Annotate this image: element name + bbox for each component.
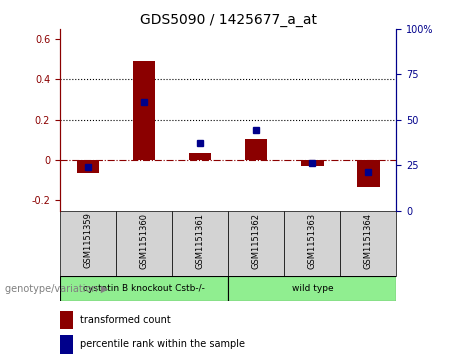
Bar — [284, 211, 340, 276]
Text: GSM1151361: GSM1151361 — [195, 212, 205, 269]
Bar — [60, 310, 73, 329]
Bar — [116, 211, 172, 276]
Title: GDS5090 / 1425677_a_at: GDS5090 / 1425677_a_at — [140, 13, 317, 26]
Bar — [172, 211, 228, 276]
Bar — [77, 160, 99, 173]
Text: percentile rank within the sample: percentile rank within the sample — [80, 339, 245, 350]
Text: transformed count: transformed count — [80, 315, 171, 325]
Bar — [133, 61, 155, 160]
Bar — [245, 139, 267, 160]
Bar — [228, 276, 396, 301]
Bar — [60, 276, 228, 301]
Bar — [340, 211, 396, 276]
Text: GSM1151362: GSM1151362 — [252, 212, 261, 269]
Bar — [189, 153, 211, 160]
Text: GSM1151360: GSM1151360 — [140, 212, 148, 269]
Text: genotype/variation ▶: genotype/variation ▶ — [5, 284, 108, 294]
Text: cystatin B knockout Cstb-/-: cystatin B knockout Cstb-/- — [83, 284, 205, 293]
Text: GSM1151364: GSM1151364 — [364, 212, 373, 269]
Text: GSM1151363: GSM1151363 — [308, 212, 317, 269]
Bar — [60, 211, 116, 276]
Bar — [60, 335, 73, 354]
Text: GSM1151359: GSM1151359 — [83, 212, 93, 268]
Text: wild type: wild type — [291, 284, 333, 293]
Bar — [357, 160, 379, 187]
Bar — [301, 160, 324, 166]
Bar — [228, 211, 284, 276]
